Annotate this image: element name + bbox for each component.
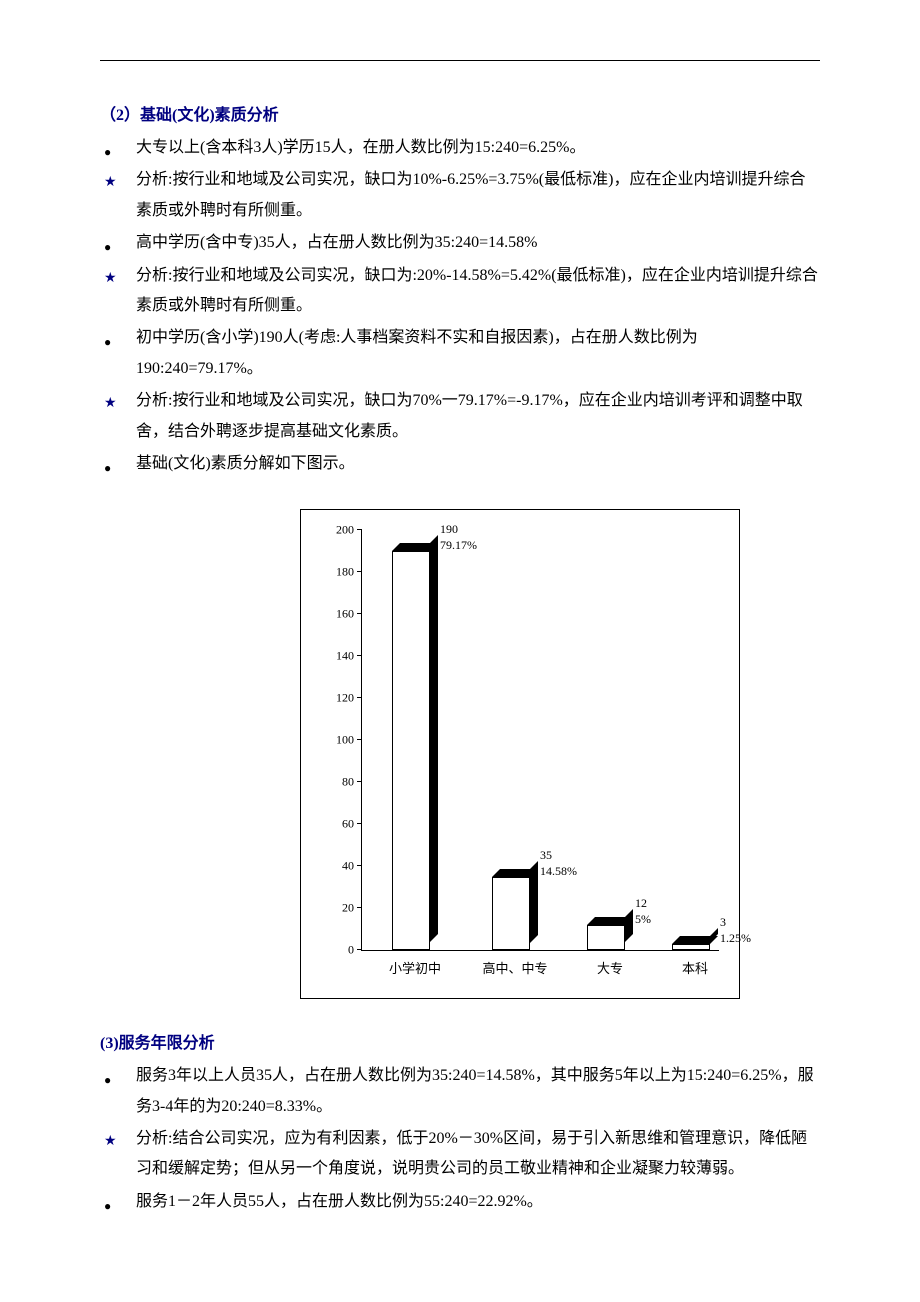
y-axis-tick-mark xyxy=(357,865,362,866)
section-2-list: ●大专以上(含本科3人)学历15人，在册人数比例为15:240=6.25%。★分… xyxy=(100,133,820,479)
list-item: ●服务1－2年人员55人，占在册人数比例为55:240=22.92%。 xyxy=(100,1187,820,1217)
list-item: ★分析:结合公司实况，应为有利因素，低于20%－30%区间，易于引入新思维和管理… xyxy=(100,1124,820,1185)
bar-percent-label: 79.17% xyxy=(440,538,477,553)
x-axis-category-label: 本科 xyxy=(682,950,708,977)
y-axis-tick-mark xyxy=(357,823,362,824)
section-3-heading: (3)服务年限分析 xyxy=(100,1029,820,1053)
y-axis-tick-mark xyxy=(357,949,362,950)
y-axis-tick-mark xyxy=(357,529,362,530)
bar-value-label: 3 xyxy=(720,915,726,930)
bar xyxy=(587,925,625,950)
list-item: ●高中学历(含中专)35人，占在册人数比例为35:240=14.58% xyxy=(100,228,820,258)
x-axis-category-label: 小学初中 xyxy=(389,950,441,977)
bar-percent-label: 1.25% xyxy=(720,931,751,946)
y-axis-tick-mark xyxy=(357,907,362,908)
section-3-list: ●服务3年以上人员35人，占在册人数比例为35:240=14.58%，其中服务5… xyxy=(100,1061,820,1217)
list-item-text: 服务3年以上人员35人，占在册人数比例为35:240=14.58%，其中服务5年… xyxy=(132,1061,820,1122)
x-axis-category-label: 大专 xyxy=(597,950,623,977)
section-2-heading: （2）基础(文化)素质分析 xyxy=(100,101,820,125)
list-item-text: 分析:按行业和地域及公司实况，缺口为70%一79.17%=-9.17%，应在企业… xyxy=(132,386,820,447)
list-item: ★分析:按行业和地域及公司实况，缺口为10%-6.25%=3.75%(最低标准)… xyxy=(100,165,820,226)
y-axis-tick-mark xyxy=(357,697,362,698)
filled-star-icon: ★ xyxy=(100,261,132,322)
bar xyxy=(492,877,530,951)
y-axis-tick-label: 40 xyxy=(342,859,362,874)
y-axis-tick-mark xyxy=(357,739,362,740)
list-item: ★分析:按行业和地域及公司实况，缺口为:20%-14.58%=5.42%(最低标… xyxy=(100,261,820,322)
list-item-text: 分析:结合公司实况，应为有利因素，低于20%－30%区间，易于引入新思维和管理意… xyxy=(132,1124,820,1185)
y-axis-tick-label: 80 xyxy=(342,775,362,790)
bar-3d-side xyxy=(625,909,633,942)
bar-value-label: 12 xyxy=(635,896,647,911)
filled-circle-icon: ● xyxy=(100,1061,132,1122)
document-page: （2）基础(文化)素质分析 ●大专以上(含本科3人)学历15人，在册人数比例为1… xyxy=(0,0,920,1297)
list-item-text: 初中学历(含小学)190人(考虑:人事档案资料不实和自报因素)，占在册人数比例为… xyxy=(132,323,820,384)
bar-value-label: 35 xyxy=(540,848,552,863)
y-axis-tick-mark xyxy=(357,613,362,614)
bar-3d-top xyxy=(672,936,718,944)
y-axis-tick-mark xyxy=(357,781,362,782)
y-axis-tick-label: 200 xyxy=(336,523,362,538)
y-axis-tick-mark xyxy=(357,655,362,656)
list-item: ●基础(文化)素质分解如下图示。 xyxy=(100,449,820,479)
y-axis-tick-label: 20 xyxy=(342,901,362,916)
filled-circle-icon: ● xyxy=(100,1187,132,1217)
y-axis-tick-label: 0 xyxy=(348,943,362,958)
list-item: ●大专以上(含本科3人)学历15人，在册人数比例为15:240=6.25%。 xyxy=(100,133,820,163)
bar xyxy=(392,551,430,950)
filled-circle-icon: ● xyxy=(100,228,132,258)
bar-value-label: 190 xyxy=(440,522,458,537)
list-item: ●服务3年以上人员35人，占在册人数比例为35:240=14.58%，其中服务5… xyxy=(100,1061,820,1122)
list-item-text: 服务1－2年人员55人，占在册人数比例为55:240=22.92%。 xyxy=(132,1187,820,1217)
education-bar-chart: 0 20 40 60 80 100 120 140 160 180 200 19079.17% 小学初中… xyxy=(300,509,740,999)
y-axis-tick-mark xyxy=(357,571,362,572)
list-item: ●初中学历(含小学)190人(考虑:人事档案资料不实和自报因素)，占在册人数比例… xyxy=(100,323,820,384)
y-axis-tick-label: 140 xyxy=(336,649,362,664)
y-axis-tick-label: 180 xyxy=(336,565,362,580)
top-divider xyxy=(100,60,820,61)
filled-star-icon: ★ xyxy=(100,386,132,447)
list-item-text: 高中学历(含中专)35人，占在册人数比例为35:240=14.58% xyxy=(132,228,820,258)
filled-circle-icon: ● xyxy=(100,133,132,163)
chart-plot-area: 02040608010012014016018020019079.17%小学初中… xyxy=(361,530,719,951)
list-item-text: 基础(文化)素质分解如下图示。 xyxy=(132,449,820,479)
list-item: ★分析:按行业和地域及公司实况，缺口为70%一79.17%=-9.17%，应在企… xyxy=(100,386,820,447)
y-axis-tick-label: 120 xyxy=(336,691,362,706)
filled-circle-icon: ● xyxy=(100,449,132,479)
list-item-text: 大专以上(含本科3人)学历15人，在册人数比例为15:240=6.25%。 xyxy=(132,133,820,163)
list-item-text: 分析:按行业和地域及公司实况，缺口为:20%-14.58%=5.42%(最低标准… xyxy=(132,261,820,322)
bar-3d-side xyxy=(430,535,438,942)
filled-circle-icon: ● xyxy=(100,323,132,384)
bar-percent-label: 14.58% xyxy=(540,864,577,879)
y-axis-tick-label: 60 xyxy=(342,817,362,832)
filled-star-icon: ★ xyxy=(100,165,132,226)
bar-3d-top xyxy=(492,869,538,877)
filled-star-icon: ★ xyxy=(100,1124,132,1185)
y-axis-tick-label: 100 xyxy=(336,733,362,748)
list-item-text: 分析:按行业和地域及公司实况，缺口为10%-6.25%=3.75%(最低标准)，… xyxy=(132,165,820,226)
x-axis-category-label: 高中、中专 xyxy=(482,950,547,977)
bar-percent-label: 5% xyxy=(635,912,651,927)
y-axis-tick-label: 160 xyxy=(336,607,362,622)
